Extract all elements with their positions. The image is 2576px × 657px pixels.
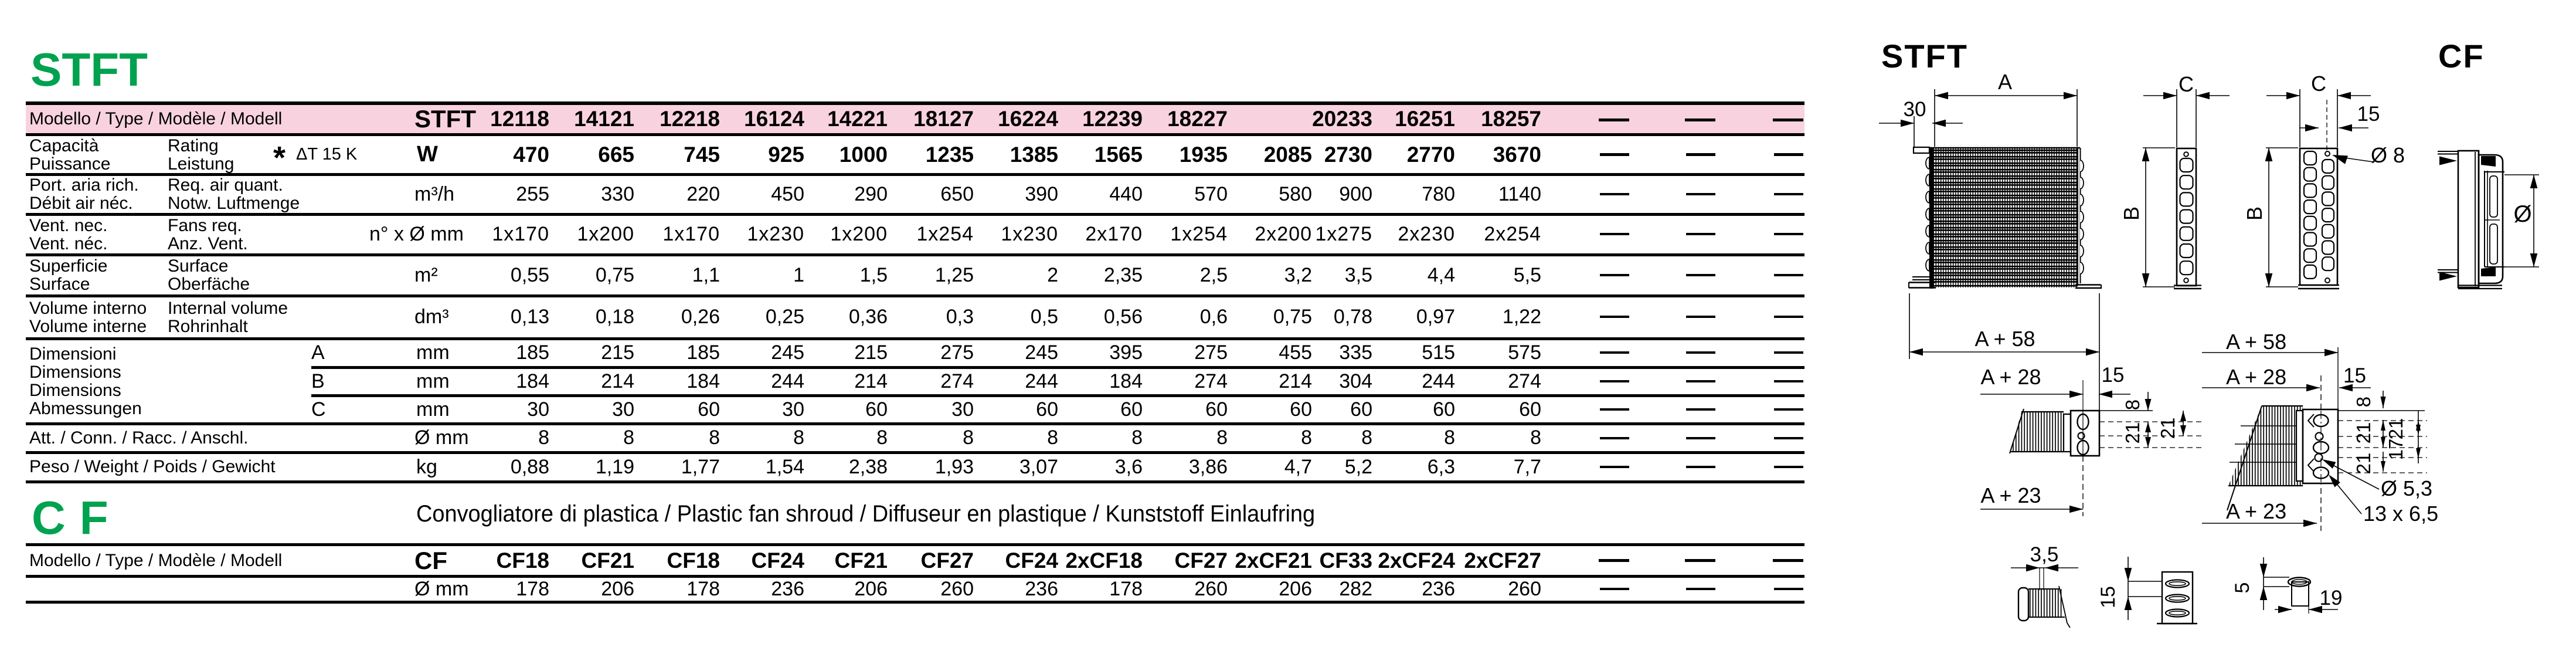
svg-text:Ø 5,3: Ø 5,3 — [2381, 476, 2432, 500]
svg-text:B: B — [2119, 206, 2143, 221]
svg-text:C: C — [2311, 72, 2326, 96]
svg-text:15: 15 — [2097, 586, 2119, 608]
svg-text:21: 21 — [2157, 418, 2179, 439]
svg-text:STFT: STFT — [1881, 38, 1968, 74]
svg-text:5: 5 — [2231, 583, 2254, 594]
svg-text:21: 21 — [2122, 422, 2143, 444]
svg-text:3,5: 3,5 — [2030, 543, 2059, 566]
svg-text:CF: CF — [2438, 38, 2485, 74]
svg-text:30: 30 — [1904, 98, 1926, 121]
svg-text:21: 21 — [2385, 418, 2407, 440]
svg-text:15: 15 — [2102, 364, 2125, 387]
svg-text:15: 15 — [2357, 103, 2380, 126]
svg-text:A + 58: A + 58 — [2226, 330, 2286, 354]
svg-text:A + 28: A + 28 — [1980, 365, 2041, 389]
svg-text:B: B — [2242, 206, 2266, 221]
svg-text:C: C — [2179, 72, 2194, 96]
svg-text:A + 23: A + 23 — [2226, 499, 2286, 523]
svg-text:A + 58: A + 58 — [1975, 327, 2035, 351]
svg-text:8: 8 — [2122, 399, 2143, 410]
svg-text:A + 28: A + 28 — [2226, 365, 2286, 389]
svg-text:Ø: Ø — [2513, 201, 2531, 227]
svg-text:Ø 8: Ø 8 — [2371, 143, 2405, 167]
svg-text:21: 21 — [2353, 453, 2374, 475]
svg-text:17: 17 — [2385, 439, 2407, 460]
svg-text:13 x 6,5: 13 x 6,5 — [2363, 502, 2438, 526]
svg-text:15: 15 — [2343, 364, 2366, 387]
svg-text:19: 19 — [2320, 587, 2343, 609]
svg-text:A + 23: A + 23 — [1980, 483, 2041, 507]
svg-text:21: 21 — [2353, 422, 2374, 444]
svg-text:A: A — [1998, 70, 2012, 94]
svg-text:8: 8 — [2353, 397, 2374, 407]
